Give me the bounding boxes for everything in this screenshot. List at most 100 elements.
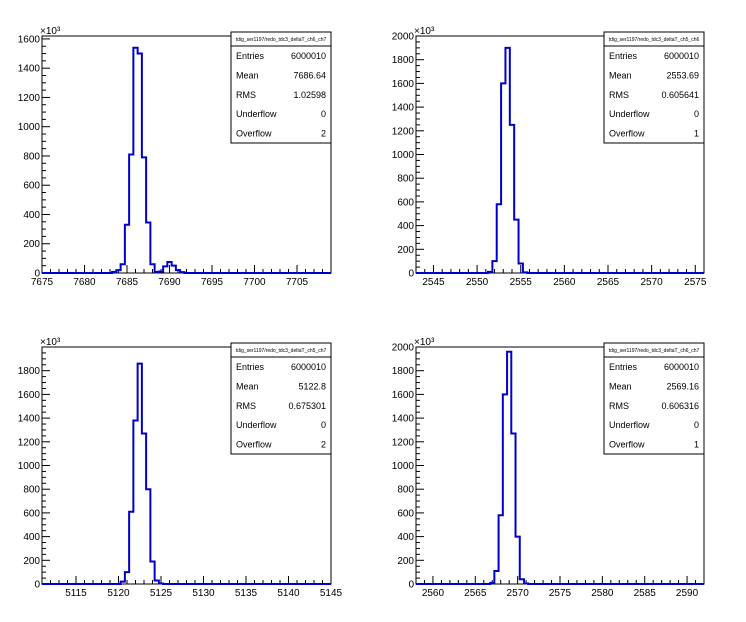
stats-box: tdig_ser1197/redo_tdc3_deltaT_ch6_ch7 Ent… bbox=[603, 342, 705, 455]
stats-label-rms: RMS bbox=[236, 401, 256, 411]
stats-value-underflow: 0 bbox=[694, 420, 699, 430]
y-tick-label: 400 bbox=[23, 532, 40, 543]
x-tick-label: 5135 bbox=[235, 588, 258, 599]
x-tick-label: 2575 bbox=[549, 588, 572, 599]
y-axis-multiplier: ×10³ bbox=[414, 26, 435, 37]
y-tick-label: 400 bbox=[397, 532, 414, 543]
stats-value-entries: 6000010 bbox=[291, 362, 326, 372]
x-tick-label: 5120 bbox=[107, 588, 130, 599]
stats-label-mean: Mean bbox=[609, 70, 632, 80]
stats-box-frame bbox=[230, 31, 332, 144]
stats-value-underflow: 0 bbox=[694, 109, 699, 119]
x-tick-label: 2590 bbox=[676, 588, 699, 599]
stats-label-underflow: Underflow bbox=[236, 109, 277, 119]
x-tick-label: 2545 bbox=[422, 277, 445, 288]
stats-label-entries: Entries bbox=[236, 362, 265, 372]
stats-value-underflow: 0 bbox=[321, 109, 326, 119]
stats-value-overflow: 2 bbox=[321, 440, 326, 450]
y-tick-label: 800 bbox=[23, 151, 40, 162]
stats-label-mean: Mean bbox=[236, 381, 259, 391]
y-axis-multiplier: ×10³ bbox=[40, 26, 61, 37]
x-tick-label: 7675 bbox=[31, 277, 54, 288]
x-tick-label: 2585 bbox=[634, 588, 657, 599]
stats-title: tdig_ser1197/redo_tdc3_deltaT_ch5_ch6 bbox=[609, 37, 700, 43]
y-tick-label: 800 bbox=[397, 174, 414, 185]
stats-value-rms: 0.606316 bbox=[661, 401, 699, 411]
x-tick-label: 2550 bbox=[466, 277, 489, 288]
y-tick-label: 400 bbox=[23, 210, 40, 221]
stats-value-overflow: 1 bbox=[694, 440, 699, 450]
y-tick-label: 2000 bbox=[392, 32, 415, 43]
stats-title: tdig_ser1197/redo_tdc3_deltaT_ch6_ch7 bbox=[609, 348, 700, 354]
stats-value-entries: 6000010 bbox=[291, 51, 326, 61]
histogram-outline bbox=[42, 362, 331, 585]
stats-label-entries: Entries bbox=[609, 51, 638, 61]
stats-label-rms: RMS bbox=[609, 401, 629, 411]
stats-label-overflow: Overflow bbox=[236, 129, 272, 139]
stats-value-entries: 6000010 bbox=[664, 362, 699, 372]
stats-box-frame bbox=[230, 342, 332, 455]
stats-value-mean: 2569.16 bbox=[666, 381, 699, 391]
stats-box-frame bbox=[603, 31, 705, 144]
y-tick-label: 0 bbox=[408, 269, 414, 280]
stats-value-entries: 6000010 bbox=[664, 51, 699, 61]
y-tick-label: 200 bbox=[397, 556, 414, 567]
y-tick-label: 1000 bbox=[392, 150, 415, 161]
stats-title: tdig_ser1197/redo_tdc3_deltaT_ch6_ch7 bbox=[236, 37, 327, 43]
y-tick-label: 1400 bbox=[392, 414, 415, 425]
y-tick-label: 0 bbox=[34, 580, 40, 591]
x-tick-label: 2560 bbox=[553, 277, 576, 288]
stats-label-underflow: Underflow bbox=[609, 109, 650, 119]
stats-label-overflow: Overflow bbox=[236, 440, 272, 450]
x-tick-label: 2565 bbox=[597, 277, 620, 288]
y-tick-label: 600 bbox=[23, 181, 40, 192]
y-axis-multiplier: ×10³ bbox=[414, 337, 435, 348]
y-tick-label: 1600 bbox=[392, 79, 415, 90]
y-tick-label: 800 bbox=[23, 485, 40, 496]
histogram-outline bbox=[416, 350, 704, 585]
stats-value-rms: 1.02598 bbox=[293, 90, 326, 100]
y-tick-label: 1400 bbox=[18, 414, 41, 425]
x-tick-label: 5145 bbox=[320, 588, 343, 599]
x-tick-label: 7705 bbox=[286, 277, 309, 288]
y-axis-multiplier: ×10³ bbox=[40, 337, 61, 348]
y-tick-label: 600 bbox=[397, 508, 414, 519]
x-tick-label: 5115 bbox=[65, 588, 87, 599]
stats-label-overflow: Overflow bbox=[609, 129, 645, 139]
y-tick-label: 0 bbox=[408, 580, 414, 591]
stats-value-rms: 0.675301 bbox=[288, 401, 326, 411]
stats-label-underflow: Underflow bbox=[609, 420, 650, 430]
y-tick-label: 200 bbox=[397, 245, 414, 256]
y-tick-label: 400 bbox=[397, 221, 414, 232]
stats-value-overflow: 1 bbox=[694, 129, 699, 139]
x-tick-label: 7700 bbox=[243, 277, 266, 288]
x-tick-label: 2580 bbox=[591, 588, 614, 599]
x-tick-label: 7685 bbox=[116, 277, 139, 288]
x-tick-label: 2565 bbox=[464, 588, 487, 599]
x-tick-label: 7695 bbox=[201, 277, 224, 288]
y-tick-label: 1800 bbox=[392, 55, 415, 66]
histogram-outline bbox=[42, 46, 331, 274]
stats-value-overflow: 2 bbox=[321, 129, 326, 139]
stats-value-mean: 5122.8 bbox=[298, 381, 326, 391]
stats-value-underflow: 0 bbox=[321, 420, 326, 430]
stats-label-rms: RMS bbox=[236, 90, 256, 100]
y-tick-label: 1400 bbox=[392, 103, 415, 114]
y-tick-label: 2000 bbox=[392, 343, 415, 354]
stats-box: tdig_ser1197/redo_tdc3_deltaT_ch5_ch6 Ent… bbox=[603, 31, 705, 144]
histogram-outline bbox=[416, 46, 704, 274]
x-tick-label: 2555 bbox=[510, 277, 533, 288]
stats-box: tdig_ser1197/redo_tdc3_deltaT_ch5_ch7 Ent… bbox=[230, 342, 332, 455]
stats-value-rms: 0.605641 bbox=[661, 90, 699, 100]
stats-label-mean: Mean bbox=[609, 381, 632, 391]
x-tick-label: 7680 bbox=[73, 277, 96, 288]
y-tick-label: 1200 bbox=[392, 437, 415, 448]
y-tick-label: 200 bbox=[23, 556, 40, 567]
stats-box-frame bbox=[603, 342, 705, 455]
y-tick-label: 1000 bbox=[18, 122, 41, 133]
y-tick-label: 1600 bbox=[18, 34, 41, 45]
stats-box: tdig_ser1197/redo_tdc3_deltaT_ch6_ch7 Ent… bbox=[230, 31, 332, 144]
histogram-pad-3: 5115 5120 5125 5130 5135 5140 5145 0 200 400 600 80… bbox=[18, 337, 343, 599]
x-tick-label: 5140 bbox=[277, 588, 300, 599]
